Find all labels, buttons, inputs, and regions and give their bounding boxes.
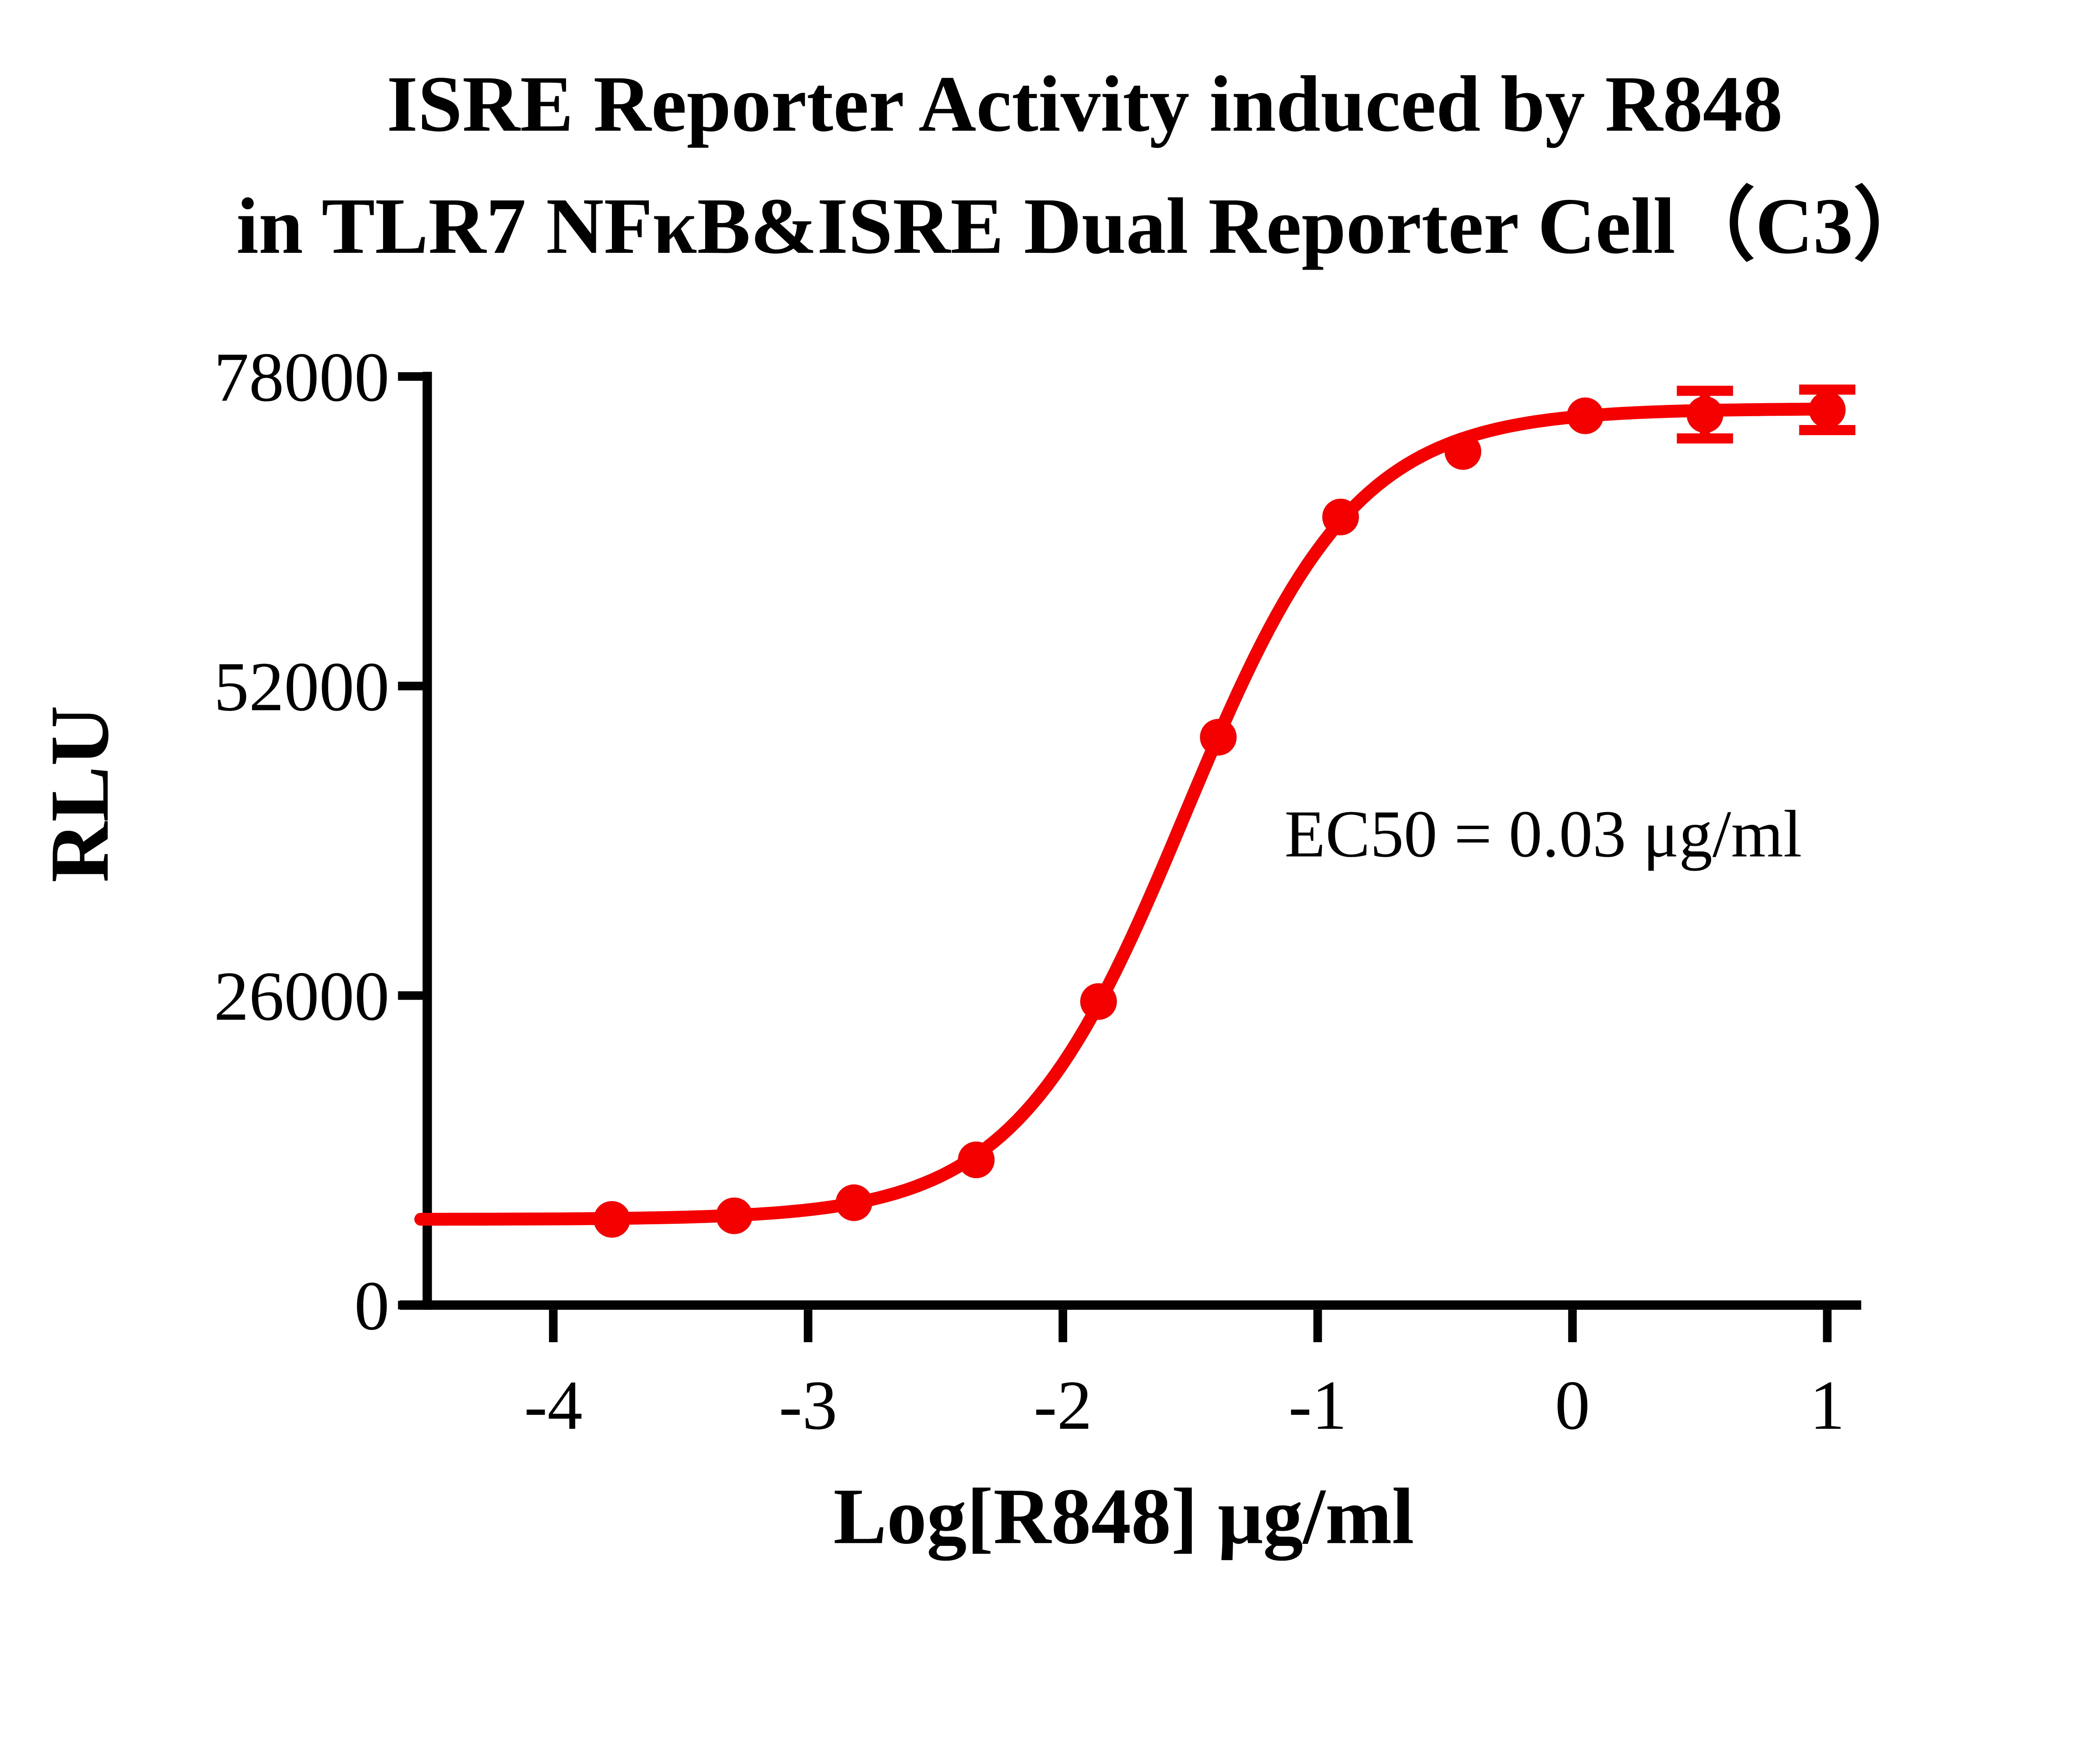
y-axis-ticks: 0 26000 52000 78000 [214, 338, 423, 1345]
data-point [1686, 396, 1724, 433]
data-point [716, 1197, 753, 1234]
y-tick-label: 26000 [214, 958, 389, 1035]
data-point [1200, 719, 1237, 756]
chart-title-line-2: in TLR7 NFκB&ISRE Dual Reporter Cell（C3） [236, 182, 1933, 270]
data-point [1567, 397, 1604, 434]
x-tick-label: -1 [1289, 1367, 1347, 1444]
x-axis-ticks: -4 -3 -2 -1 0 1 [524, 1309, 1845, 1444]
dose-response-figure: ISRE Reporter Activity induced by R848 i… [33, 60, 1933, 1561]
data-point [1080, 983, 1117, 1020]
ec50-annotation: EC50 = 0.03 μg/ml [1284, 797, 1802, 871]
x-tick-label: 1 [1810, 1367, 1845, 1444]
data-point [958, 1141, 995, 1178]
y-axis-title: RLU [33, 706, 126, 883]
x-tick-label: -3 [779, 1367, 837, 1444]
data-point [1444, 433, 1481, 470]
x-axis-title: Log[R848] μg/ml [833, 1472, 1414, 1561]
x-tick-label: 0 [1555, 1367, 1590, 1444]
data-point [1322, 499, 1359, 535]
data-point [593, 1201, 630, 1238]
data-points-group [593, 384, 1856, 1238]
y-tick-label: 0 [354, 1267, 390, 1345]
chart-canvas: ISRE Reporter Activity induced by R848 i… [33, 60, 1933, 1561]
y-tick-label: 78000 [214, 338, 389, 416]
y-tick-label: 52000 [214, 648, 389, 726]
x-tick-label: -2 [1034, 1367, 1092, 1444]
x-tick-label: -4 [524, 1367, 583, 1444]
chart-title-line-1: ISRE Reporter Activity induced by R848 [387, 60, 1783, 148]
data-point [1809, 391, 1846, 428]
data-point [835, 1184, 872, 1221]
